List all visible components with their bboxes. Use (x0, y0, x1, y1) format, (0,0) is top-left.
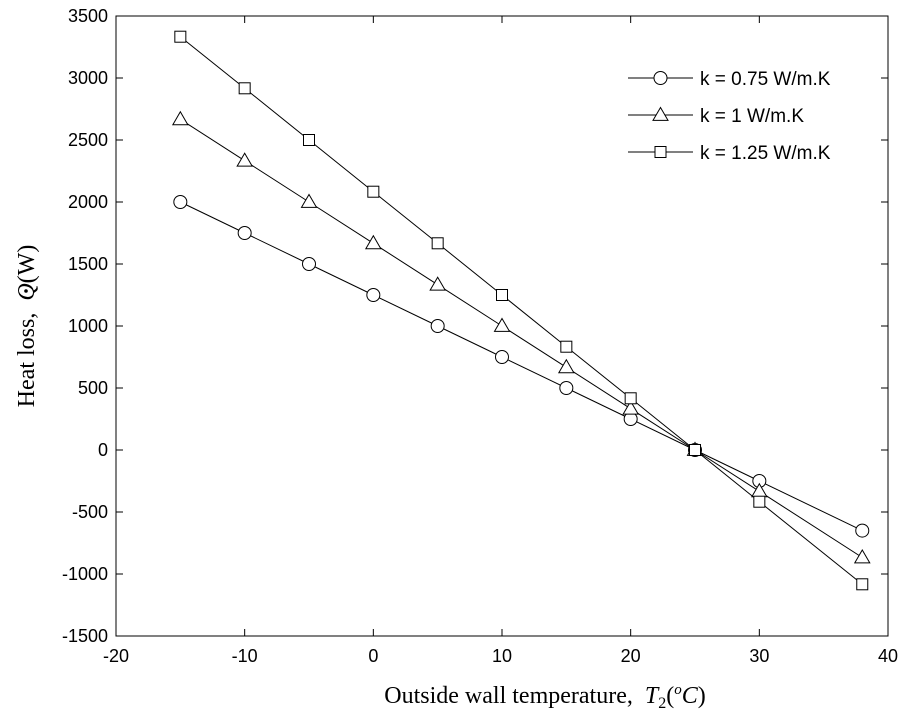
series-layer (171, 30, 871, 591)
data-point-circle (855, 523, 870, 538)
data-point-triangle (236, 152, 254, 167)
legend-label: k = 1 W/m.K (700, 106, 804, 127)
data-point-circle (366, 288, 381, 302)
x-axis-label-symbol: T (645, 683, 660, 709)
x-tick-label: 20 (621, 646, 641, 666)
plot-frame (115, 15, 889, 637)
y-tick-label: -1000 (62, 564, 108, 584)
y-tick-label: 0 (98, 440, 108, 460)
y-axis-title: Heat loss, Q(W) (14, 245, 40, 408)
y-tick-label: 2500 (68, 130, 108, 150)
data-point-square (496, 289, 508, 301)
data-point-circle (559, 381, 574, 395)
x-axis-label-open-paren: ( (666, 683, 674, 709)
data-point-square (174, 30, 187, 43)
y-axis-label-text: Heat loss, (14, 313, 40, 408)
legend-label: k = 0.75 W/m.K (700, 69, 831, 90)
y-tick-label: 2000 (68, 192, 108, 212)
tick-layer: -20 -10 0 10 20 30 40 -1500 -1000 -500 0 500 1000 150… (62, 6, 898, 666)
data-point-triangle (622, 400, 640, 415)
data-point-triangle (493, 317, 511, 332)
x-tick-label: 10 (492, 646, 512, 666)
data-point-triangle (853, 549, 871, 564)
series-circle (173, 195, 870, 538)
y-tick-label: 3500 (68, 6, 108, 26)
legend-label: k = 1.25 W/m.K (700, 143, 831, 164)
legend-entry: k = 1 W/m.K (628, 106, 804, 127)
legend-marker-circle (653, 71, 668, 85)
series-triangle (171, 110, 871, 564)
legend-entry: k = 0.75 W/m.K (628, 69, 831, 90)
data-point-triangle (171, 110, 189, 126)
data-point-triangle (750, 482, 768, 498)
q-dot-accent (24, 289, 28, 293)
data-point-square (431, 237, 444, 250)
data-point-triangle (364, 234, 382, 250)
data-point-square (238, 82, 251, 95)
x-axis-label-subscript: 2 (658, 695, 666, 712)
data-point-triangle (300, 193, 318, 208)
y-axis-title-group: Heat loss, Q(W) (14, 245, 40, 408)
y-tick-label: 1500 (68, 254, 108, 274)
data-point-square (856, 578, 869, 591)
data-point-circle (302, 257, 316, 271)
data-point-square (367, 185, 380, 198)
y-tick-label: -500 (72, 502, 108, 522)
data-point-square (303, 134, 315, 146)
data-point-circle (237, 226, 252, 240)
data-point-circle (495, 350, 509, 364)
data-point-circle (173, 195, 188, 209)
y-tick-label: -1500 (62, 626, 108, 646)
data-point-triangle (557, 358, 575, 374)
x-tick-label: 30 (749, 646, 769, 666)
data-point-square (689, 444, 701, 456)
data-point-square (624, 392, 637, 405)
x-axis-title: Outside wall temperature, T2(oC) (384, 682, 705, 712)
y-tick-label: 3000 (68, 68, 108, 88)
legend-entry: k = 1.25 W/m.K (628, 143, 831, 164)
data-point-square (560, 340, 573, 353)
x-axis-label-close-paren: ) (698, 683, 706, 709)
data-point-circle (430, 319, 445, 333)
x-tick-label: -10 (232, 646, 258, 666)
x-axis-label-text: Outside wall temperature, (384, 683, 633, 709)
data-point-square (753, 495, 766, 508)
y-tick-label: 500 (78, 378, 108, 398)
legend-marker-triangle (652, 106, 669, 121)
legend: k = 0.75 W/m.K k = 1 W/m.K k = 1.25 W/m.K (628, 69, 831, 164)
data-point-triangle (429, 276, 447, 291)
x-axis-label-unit: C (682, 683, 699, 709)
legend-marker-square (654, 146, 667, 158)
x-tick-label: 0 (368, 646, 378, 666)
x-tick-label: -20 (103, 646, 129, 666)
y-tick-label: 1000 (68, 316, 108, 336)
x-tick-label: 40 (878, 646, 898, 666)
x-axis-label-degree: o (674, 682, 682, 698)
y-axis-label-unit: (W) (14, 245, 40, 284)
series-square (174, 30, 869, 591)
